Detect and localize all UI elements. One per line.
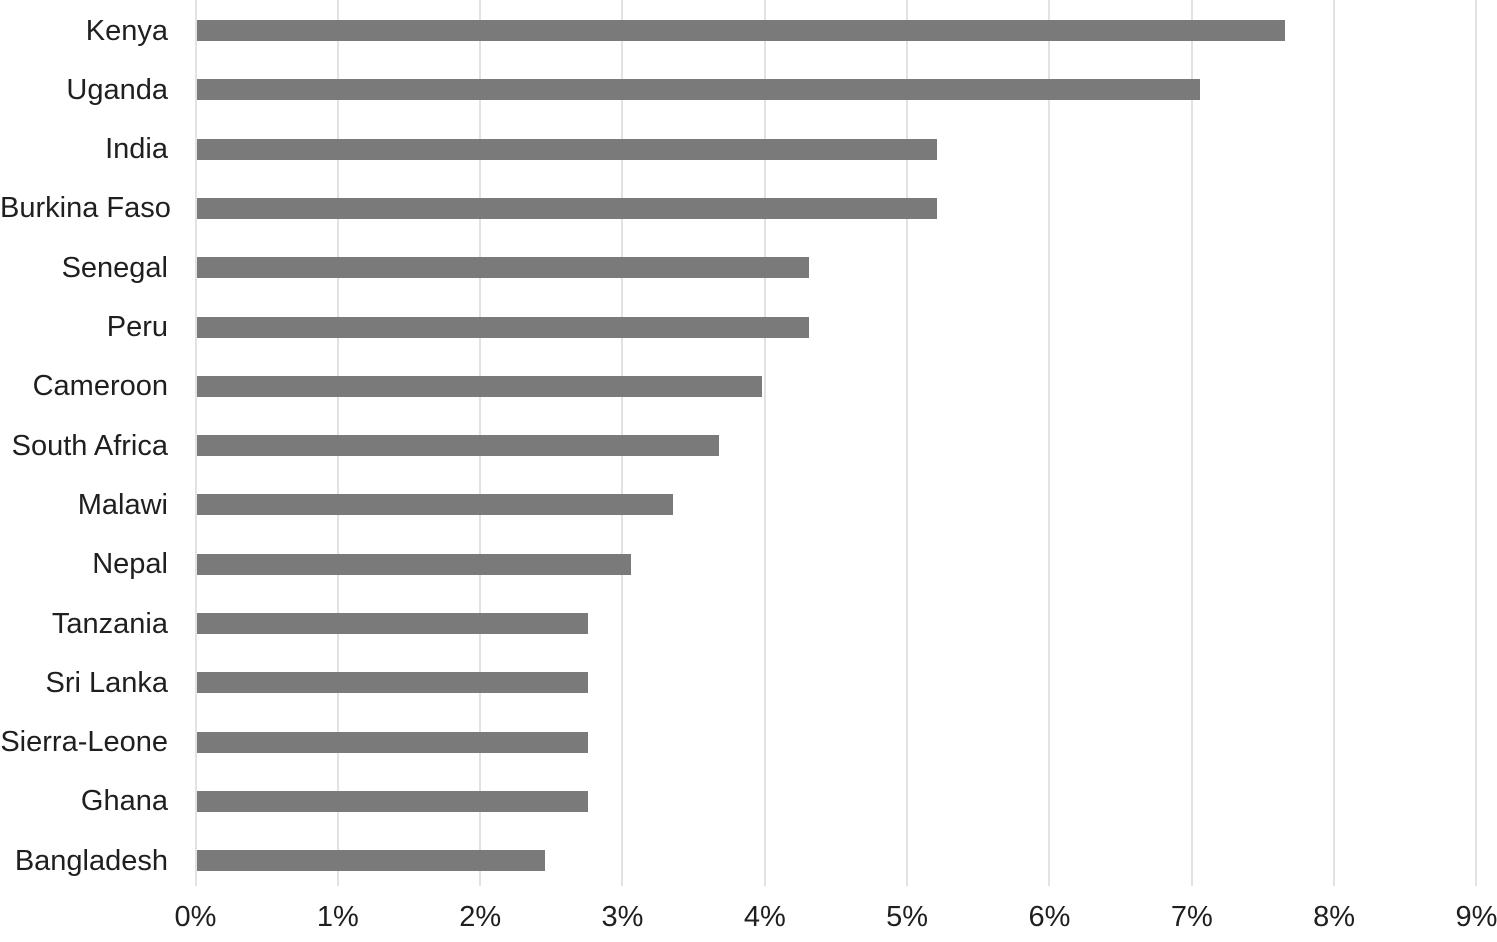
category-label-india: India bbox=[105, 133, 168, 166]
x-tick-label-7%: 7% bbox=[1170, 901, 1213, 933]
category-label-ghana: Ghana bbox=[80, 785, 168, 818]
bar-sri-lanka bbox=[196, 672, 588, 694]
x-tick-label-5%: 5% bbox=[886, 901, 929, 933]
x-tick-label-6%: 6% bbox=[1028, 901, 1071, 933]
bar-south-africa bbox=[196, 435, 719, 457]
gridline-7% bbox=[1190, 0, 1193, 886]
category-label-nepal: Nepal bbox=[92, 548, 168, 581]
bar-tanzania bbox=[196, 613, 588, 634]
category-label-bangladesh: Bangladesh bbox=[14, 844, 168, 877]
bar-bangladesh bbox=[196, 850, 546, 872]
category-label-sierra-leone: Sierra-Leone bbox=[0, 726, 168, 759]
x-tick-label-9%: 9% bbox=[1455, 901, 1497, 933]
gridline-9% bbox=[1475, 0, 1478, 886]
bar-kenya bbox=[196, 20, 1286, 41]
bar-sierra-leone bbox=[196, 731, 588, 753]
bar-burkina-faso bbox=[196, 197, 937, 219]
gridline-8% bbox=[1333, 0, 1336, 886]
category-label-south-africa: South Africa bbox=[11, 429, 168, 462]
category-label-kenya: Kenya bbox=[85, 14, 168, 47]
gridline-5% bbox=[906, 0, 909, 886]
bar-peru bbox=[196, 316, 809, 338]
gridline-4% bbox=[763, 0, 766, 886]
category-label-burkina-faso: Burkina Faso bbox=[0, 192, 171, 225]
x-tick-label-4%: 4% bbox=[743, 901, 786, 933]
x-tick-label-8%: 8% bbox=[1313, 901, 1356, 933]
category-label-uganda: Uganda bbox=[66, 73, 168, 106]
category-label-tanzania: Tanzania bbox=[51, 607, 168, 640]
bar-nepal bbox=[196, 553, 631, 575]
x-tick-label-0%: 0% bbox=[174, 901, 217, 933]
bar-india bbox=[196, 138, 937, 160]
gridline-6% bbox=[1048, 0, 1051, 886]
category-label-malawi: Malawi bbox=[77, 488, 168, 521]
x-tick-label-2%: 2% bbox=[459, 901, 502, 933]
category-label-senegal: Senegal bbox=[61, 251, 168, 284]
bar-senegal bbox=[196, 257, 809, 279]
x-tick-label-1%: 1% bbox=[316, 901, 359, 933]
category-label-sri-lanka: Sri Lanka bbox=[45, 666, 168, 699]
bar-malawi bbox=[196, 494, 674, 516]
x-tick-label-3%: 3% bbox=[601, 901, 644, 933]
category-label-cameroon: Cameroon bbox=[32, 370, 168, 403]
bar-uganda bbox=[196, 79, 1200, 101]
category-label-peru: Peru bbox=[106, 311, 168, 343]
bar-ghana bbox=[196, 790, 588, 812]
gridline-0% bbox=[194, 0, 197, 886]
bar-cameroon bbox=[196, 375, 762, 397]
